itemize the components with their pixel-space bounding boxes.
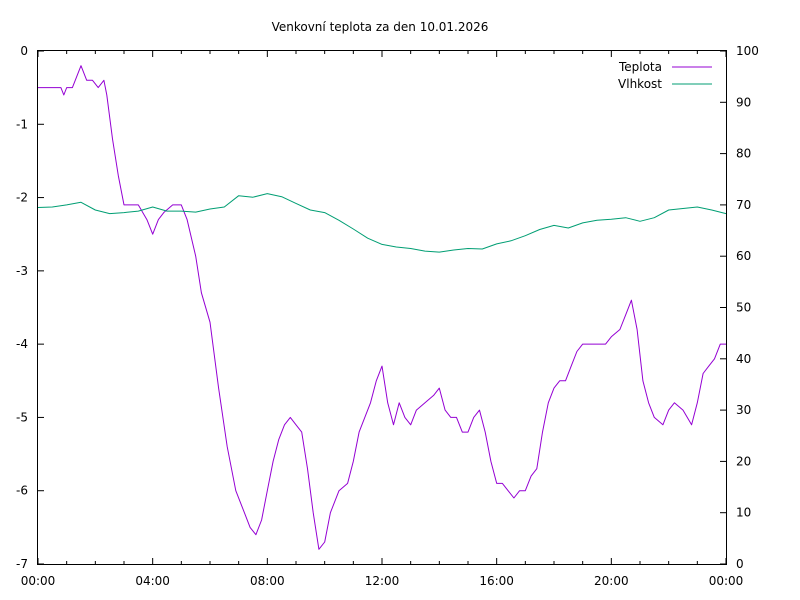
y-tick-label: -5 [16, 410, 28, 424]
y2-tick-label: 50 [736, 301, 751, 315]
y-tick-label: 0 [20, 44, 28, 58]
y2-tick-label: 20 [736, 454, 751, 468]
y2-tick-label: 80 [736, 147, 751, 161]
chart-title: Venkovní teplota za den 10.01.2026 [272, 20, 489, 34]
legend-label: Vlhkost [618, 77, 662, 91]
y2-tick-label: 40 [736, 352, 751, 366]
y-tick-label: -1 [16, 117, 28, 131]
x-tick-label: 08:00 [250, 574, 285, 588]
x-tick-label: 16:00 [479, 574, 514, 588]
x-tick-label: 12:00 [365, 574, 400, 588]
y2-tick-label: 10 [736, 506, 751, 520]
legend: Teplota Vlhkost [618, 60, 712, 91]
legend-label: Teplota [618, 60, 662, 74]
y-tick-label: -2 [16, 191, 28, 205]
y2-tick-label: 0 [736, 557, 744, 571]
y2-tick-label: 60 [736, 249, 751, 263]
y2-tick-label: 30 [736, 403, 751, 417]
y2-tick-label: 100 [736, 44, 759, 58]
axis-ticks: 0-1-2-3-4-5-6-7100908070605040302010000:… [16, 44, 759, 588]
series-line-teplota [38, 65, 726, 550]
y2-tick-label: 70 [736, 198, 751, 212]
plot-frame [37, 50, 727, 565]
series-line-vlhkost [37, 193, 727, 253]
x-tick-label: 00:00 [21, 574, 56, 588]
y-tick-label: -3 [16, 264, 28, 278]
y-tick-label: -4 [16, 337, 28, 351]
x-tick-label: 04:00 [135, 574, 170, 588]
y-tick-label: -7 [16, 557, 28, 571]
y2-tick-label: 90 [736, 95, 751, 109]
y-tick-label: -6 [16, 484, 28, 498]
x-tick-label: 00:00 [709, 574, 744, 588]
x-tick-label: 20:00 [594, 574, 629, 588]
series-lines [37, 65, 727, 550]
